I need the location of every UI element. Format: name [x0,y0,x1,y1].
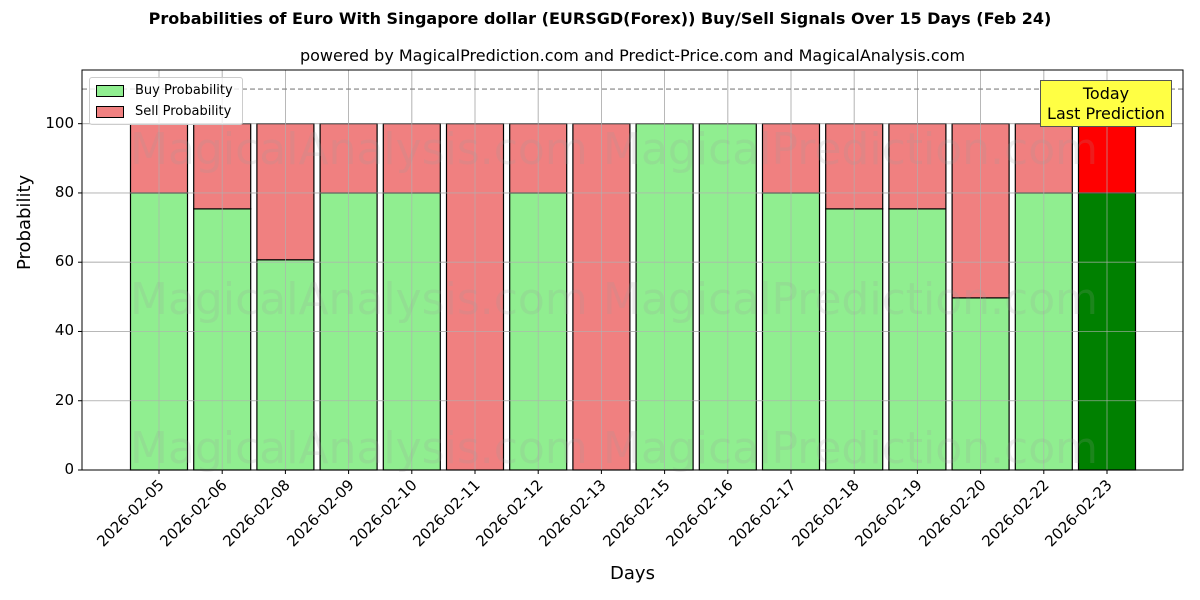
watermark-text: MagicalAnalysis.com [130,423,588,474]
watermark-text: MagicalPrediction.com [603,274,1098,325]
y-axis-label: Probability [14,174,35,270]
y-tick-label: 60 [54,252,74,271]
watermark-text: MagicalPrediction.com [603,124,1098,175]
sell-swatch-icon [96,105,124,118]
legend-item-buy: Buy Probability [96,83,233,98]
chart-title: Probabilities of Euro With Singapore dol… [148,9,1052,28]
y-tick-label: 100 [45,113,74,132]
legend-item-sell: Sell Probability [96,104,231,119]
today-annotation-line1: Today [1082,84,1130,103]
x-axis-label: Days [610,563,655,584]
today-annotation: Today Last Prediction [1040,80,1172,127]
y-tick-label: 0 [64,460,74,478]
y-tick-label: 80 [54,182,74,201]
chart-subtitle: powered by MagicalPrediction.com and Pre… [299,46,966,65]
legend: Buy Probability Sell Probability [89,77,243,125]
today-annotation-line2: Last Prediction [1047,104,1165,123]
watermark-text: MagicalAnalysis.com [130,124,588,175]
legend-buy-label: Buy Probability [135,83,233,98]
legend-sell-label: Sell Probability [135,104,232,119]
buy-swatch-icon [96,84,124,97]
y-tick-label: 40 [54,321,74,340]
y-tick-label: 20 [54,390,74,409]
watermark-text: MagicalAnalysis.com [130,274,588,325]
watermark-text: MagicalPrediction.com [603,423,1098,474]
